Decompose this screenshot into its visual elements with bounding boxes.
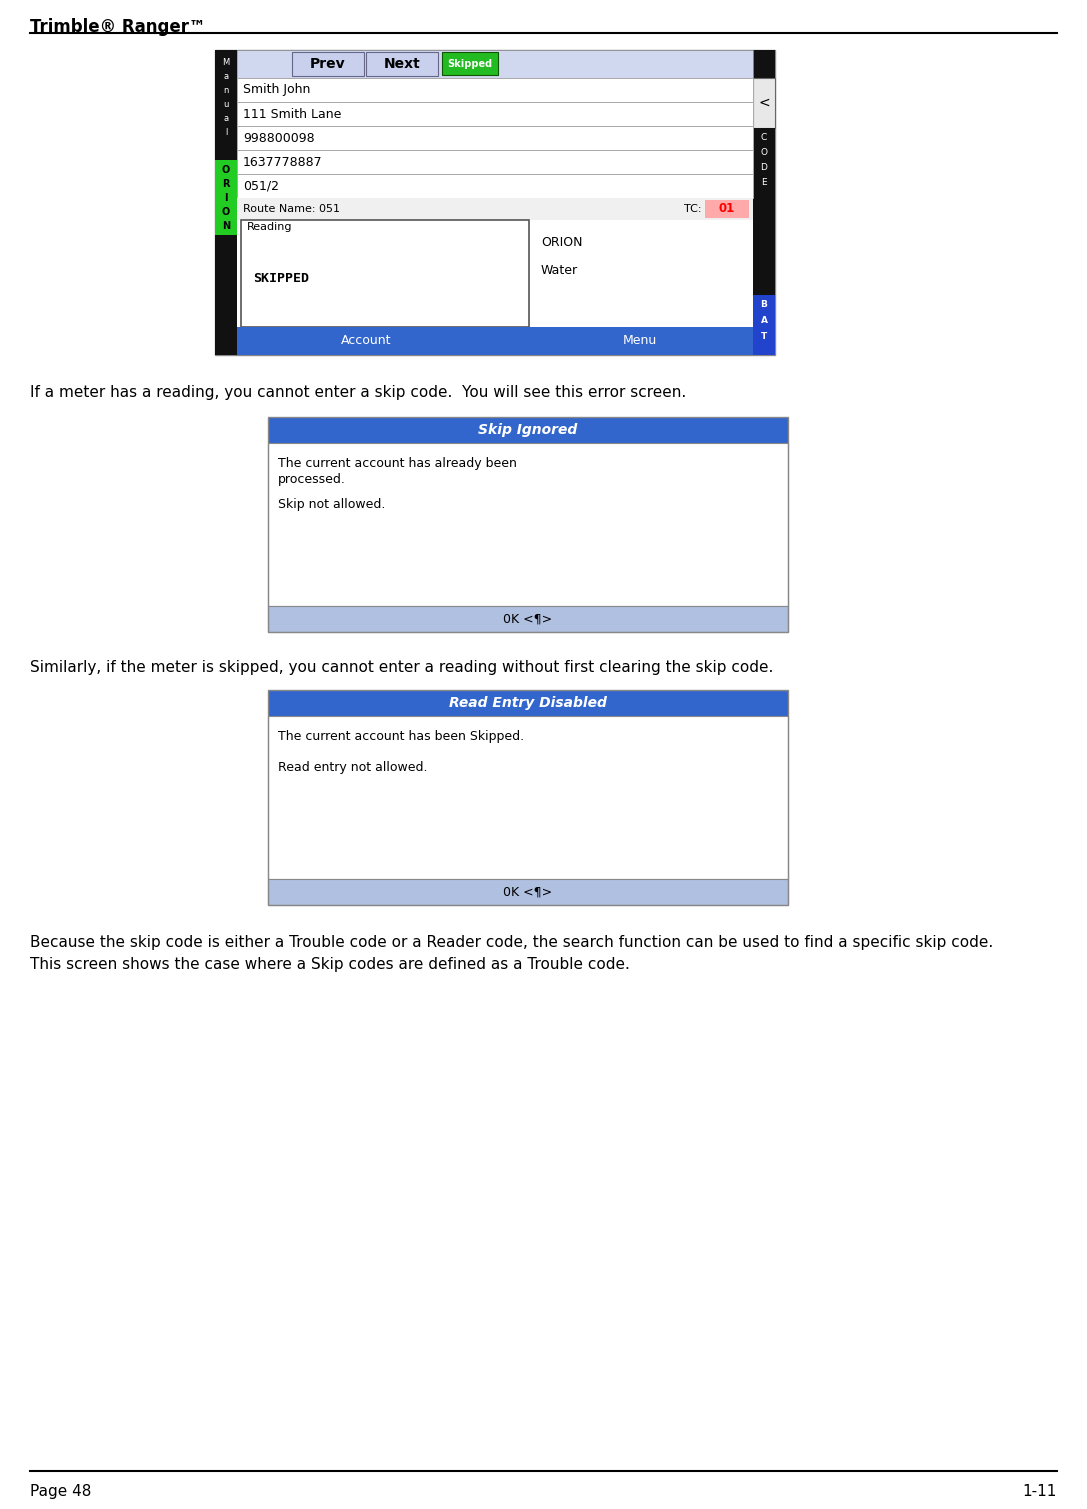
- Text: Skip Ignored: Skip Ignored: [478, 423, 577, 438]
- Text: Reading: Reading: [247, 222, 292, 232]
- Bar: [237, 78, 753, 103]
- Text: The current account has already been: The current account has already been: [278, 457, 517, 469]
- Text: C: C: [761, 133, 767, 142]
- Bar: [237, 149, 753, 174]
- Text: O: O: [222, 164, 230, 175]
- Bar: [753, 50, 775, 355]
- Text: Read entry not allowed.: Read entry not allowed.: [278, 761, 427, 774]
- Text: E: E: [761, 178, 766, 187]
- Bar: [268, 607, 788, 632]
- Text: This screen shows the case where a Skip codes are defined as a Trouble code.: This screen shows the case where a Skip …: [30, 957, 629, 972]
- Text: Read Entry Disabled: Read Entry Disabled: [449, 696, 607, 711]
- Text: Skipped: Skipped: [448, 59, 492, 69]
- Text: Page 48: Page 48: [30, 1483, 91, 1498]
- Text: Account: Account: [340, 335, 391, 347]
- Text: I: I: [224, 193, 228, 204]
- Text: The current account has been Skipped.: The current account has been Skipped.: [278, 730, 524, 742]
- Text: B: B: [761, 300, 767, 309]
- Text: 0K <¶>: 0K <¶>: [503, 886, 552, 898]
- Text: R: R: [222, 180, 229, 189]
- Text: TC:: TC:: [685, 204, 702, 214]
- Text: 051/2: 051/2: [243, 180, 279, 193]
- Bar: [215, 50, 775, 355]
- Text: SKIPPED: SKIPPED: [253, 272, 309, 285]
- Text: processed.: processed.: [278, 472, 346, 486]
- Text: Water: Water: [541, 264, 578, 276]
- Bar: [442, 51, 498, 75]
- Text: 111 Smith Lane: 111 Smith Lane: [243, 107, 341, 121]
- Text: Route Name: 051: Route Name: 051: [243, 204, 340, 214]
- Text: If a meter has a reading, you cannot enter a skip code.  You will see this error: If a meter has a reading, you cannot ent…: [30, 385, 686, 400]
- Bar: [753, 294, 775, 355]
- Bar: [215, 160, 237, 235]
- Bar: [753, 128, 775, 198]
- Text: Prev: Prev: [310, 57, 346, 71]
- Bar: [366, 51, 438, 75]
- Bar: [292, 51, 364, 75]
- Text: ORION: ORION: [541, 235, 583, 249]
- Bar: [268, 444, 788, 607]
- Bar: [237, 50, 753, 78]
- FancyBboxPatch shape: [241, 220, 529, 327]
- Text: l: l: [225, 128, 227, 137]
- Text: 998800098: 998800098: [243, 131, 314, 145]
- Bar: [705, 201, 749, 217]
- Bar: [268, 690, 788, 715]
- Text: Menu: Menu: [623, 335, 657, 347]
- Bar: [268, 416, 788, 444]
- Text: D: D: [761, 163, 767, 172]
- Text: 01: 01: [719, 202, 735, 216]
- Bar: [237, 174, 753, 198]
- Text: <: <: [759, 97, 770, 110]
- Text: T: T: [761, 332, 767, 341]
- Bar: [268, 690, 788, 905]
- Text: Because the skip code is either a Trouble code or a Reader code, the search func: Because the skip code is either a Troubl…: [30, 936, 994, 951]
- Bar: [268, 416, 788, 632]
- Text: Smith John: Smith John: [243, 83, 311, 97]
- Text: 0K <¶>: 0K <¶>: [503, 613, 552, 626]
- Text: a: a: [224, 115, 228, 124]
- Text: Similarly, if the meter is skipped, you cannot enter a reading without first cle: Similarly, if the meter is skipped, you …: [30, 659, 773, 675]
- Bar: [237, 327, 753, 355]
- Text: u: u: [223, 100, 228, 109]
- Bar: [237, 125, 753, 149]
- Bar: [237, 198, 753, 220]
- Text: a: a: [224, 72, 228, 81]
- Text: A: A: [761, 315, 767, 324]
- Text: Trimble® Ranger™: Trimble® Ranger™: [30, 18, 205, 36]
- Bar: [237, 103, 753, 125]
- Text: 1637778887: 1637778887: [243, 155, 323, 169]
- Text: Next: Next: [384, 57, 421, 71]
- Bar: [753, 78, 775, 128]
- Text: n: n: [223, 86, 228, 95]
- Text: 1-11: 1-11: [1023, 1483, 1057, 1498]
- Text: Skip not allowed.: Skip not allowed.: [278, 498, 386, 512]
- Text: M: M: [223, 57, 229, 66]
- Bar: [268, 880, 788, 905]
- Bar: [268, 715, 788, 880]
- Text: O: O: [761, 148, 767, 157]
- Bar: [215, 50, 237, 355]
- Text: O: O: [222, 207, 230, 217]
- Text: N: N: [222, 220, 230, 231]
